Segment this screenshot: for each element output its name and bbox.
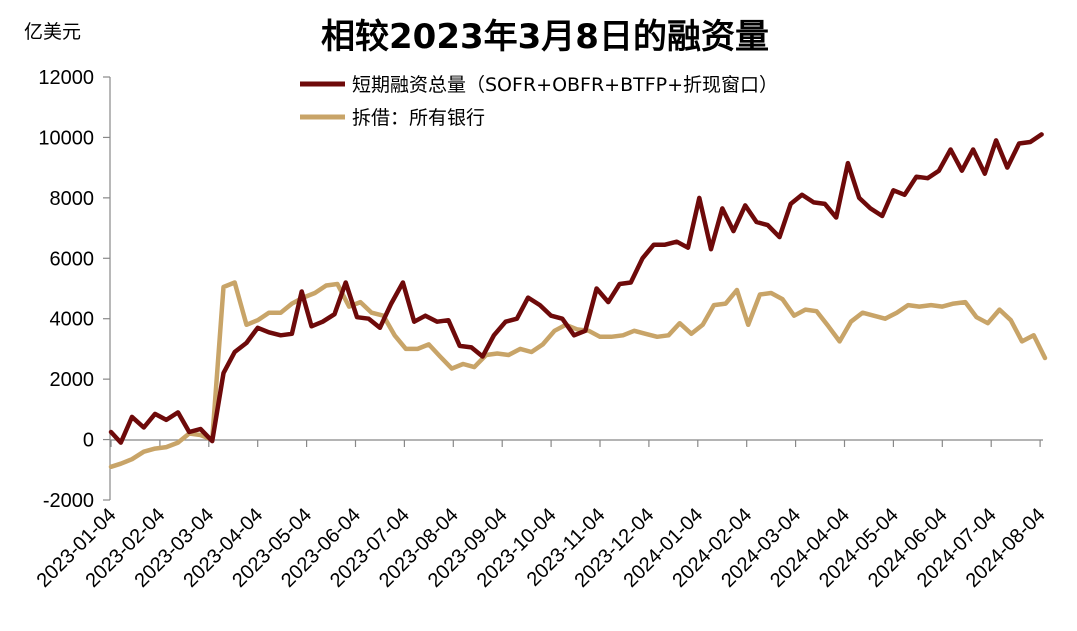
y-tick-label: 6000 xyxy=(50,248,95,270)
x-axis: 2023-01-042023-02-042023-03-042023-04-04… xyxy=(33,439,1050,592)
legend: 短期融资总量（SOFR+OBFR+BTFP+折现窗口） 拆借：所有银行 xyxy=(300,74,778,129)
chart-title: 相较2023年3月8日的融资量 xyxy=(321,17,769,57)
series-line-0 xyxy=(108,132,1044,445)
legend-label-0: 短期融资总量（SOFR+OBFR+BTFP+折现窗口） xyxy=(352,74,778,96)
series-layer xyxy=(108,132,1048,470)
y-tick-label: 2000 xyxy=(50,369,95,391)
y-tick-label: -2000 xyxy=(43,490,94,512)
y-tick-label: 12000 xyxy=(38,67,94,89)
y-axis: 12000 10000 8000 6000 4000 2000 0 -2000 xyxy=(38,67,111,512)
series-line-1 xyxy=(108,280,1048,470)
y-tick-label: 8000 xyxy=(50,188,95,210)
y-tick-label: 10000 xyxy=(38,127,94,149)
legend-label-1: 拆借：所有银行 xyxy=(352,107,485,129)
y-axis-unit: 亿美元 xyxy=(24,21,81,43)
y-tick-label: 4000 xyxy=(50,309,95,331)
y-tick-label: 0 xyxy=(83,430,94,452)
